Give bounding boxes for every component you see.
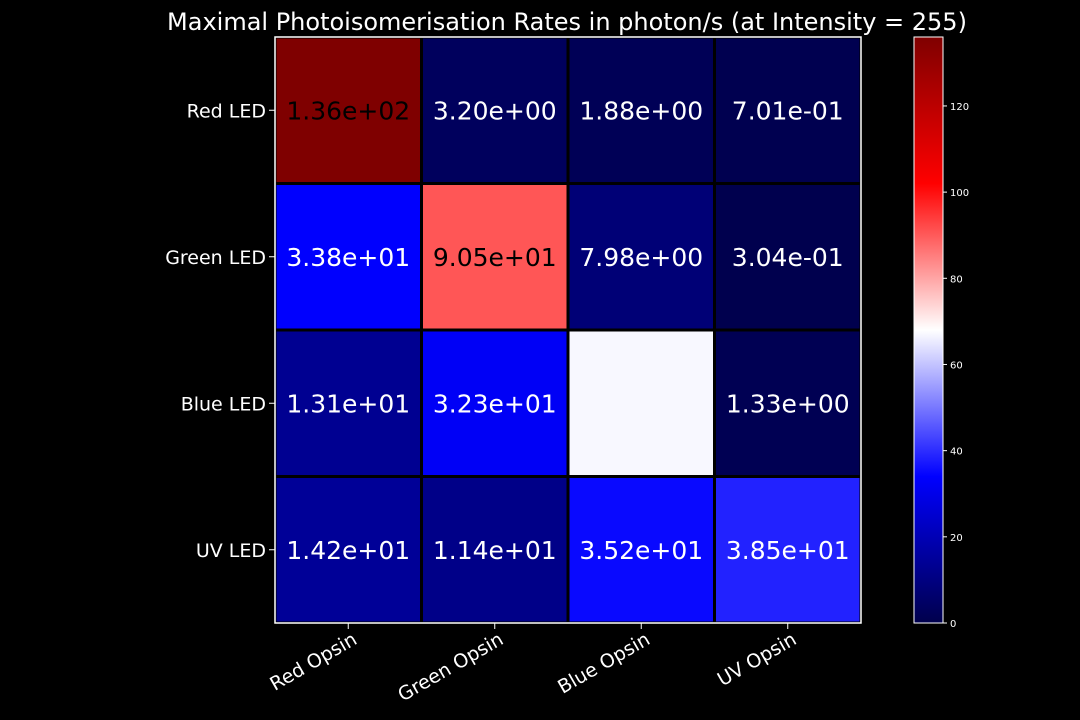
cell-value-label: 3.85e+01 [726, 536, 850, 565]
heatmap-cell [276, 38, 420, 182]
heatmap-cell [716, 478, 860, 622]
row-axis: Red LED Green LED Blue LED UV LED [165, 100, 275, 562]
heatmap-cell [569, 185, 713, 329]
colorbar-ticks: 0 20 40 60 80 100 120 [943, 102, 969, 630]
heatmap-cells [274, 36, 862, 624]
cell-value-label: 1.33e+00 [726, 389, 850, 418]
cell-value-label: 1.31e+01 [286, 389, 410, 418]
heatmap-cell [423, 331, 567, 475]
cell-value-label: 7.01e-01 [732, 96, 844, 125]
colorbar-tick-label: 100 [950, 188, 969, 199]
row-tick-label: Blue LED [181, 393, 266, 415]
cell-value-label: 3.52e+01 [579, 536, 703, 565]
cell-value-label: 1.36e+02 [286, 96, 410, 125]
cell-value-label: 1.42e+01 [286, 536, 410, 565]
heatmap-cell [569, 478, 713, 622]
colorbar-tick-label: 0 [950, 619, 956, 630]
column-tick-label: Blue Opsin [554, 628, 654, 698]
row-tick-label: UV LED [196, 540, 266, 562]
heatmap-cell [716, 331, 860, 475]
column-axis: Red Opsin Green Opsin Blue Opsin UV Opsin [266, 623, 800, 706]
cell-value-label: 7.98e+00 [579, 243, 703, 272]
column-tick-label: UV Opsin [714, 628, 801, 691]
heatmap-cell [423, 185, 567, 329]
cell-value-label: 3.04e-01 [732, 243, 844, 272]
cell-value-label: 9.05e+01 [433, 243, 557, 272]
colorbar-gradient [913, 36, 944, 624]
column-tick-label: Red Opsin [266, 628, 360, 695]
row-tick-label: Red LED [187, 100, 266, 122]
colorbar-tick-label: 20 [950, 533, 963, 544]
heatmap-cell [276, 331, 420, 475]
heatmap-cell [423, 478, 567, 622]
heatmap-cell [276, 185, 420, 329]
heatmap-cell [276, 478, 420, 622]
heatmap-cell [569, 331, 713, 475]
colorbar-tick-label: 80 [950, 274, 963, 285]
row-tick-label: Green LED [165, 247, 266, 269]
colorbar-tick-label: 40 [950, 447, 963, 458]
chart-title: Maximal Photoisomerisation Rates in phot… [167, 8, 967, 36]
cell-value-label: 3.23e+01 [433, 389, 557, 418]
colorbar-tick-label: 120 [950, 102, 969, 113]
heatmap-cell [716, 185, 860, 329]
cell-value-label: 3.20e+00 [433, 96, 557, 125]
cell-value-label: 3.38e+01 [286, 243, 410, 272]
cell-value-label: 1.14e+01 [433, 536, 557, 565]
heatmap-cell-labels: 1.36e+02 3.20e+00 1.88e+00 7.01e-01 3.38e+01… [286, 96, 849, 565]
heatmap-cell [423, 38, 567, 182]
column-tick-label: Green Opsin [394, 628, 507, 706]
colorbar [913, 36, 944, 624]
heatmap-border [274, 36, 862, 624]
cell-value-label: 1.88e+00 [579, 96, 703, 125]
colorbar-tick-label: 60 [950, 360, 963, 371]
heatmap-cell [569, 38, 713, 182]
heatmap-cell [716, 38, 860, 182]
